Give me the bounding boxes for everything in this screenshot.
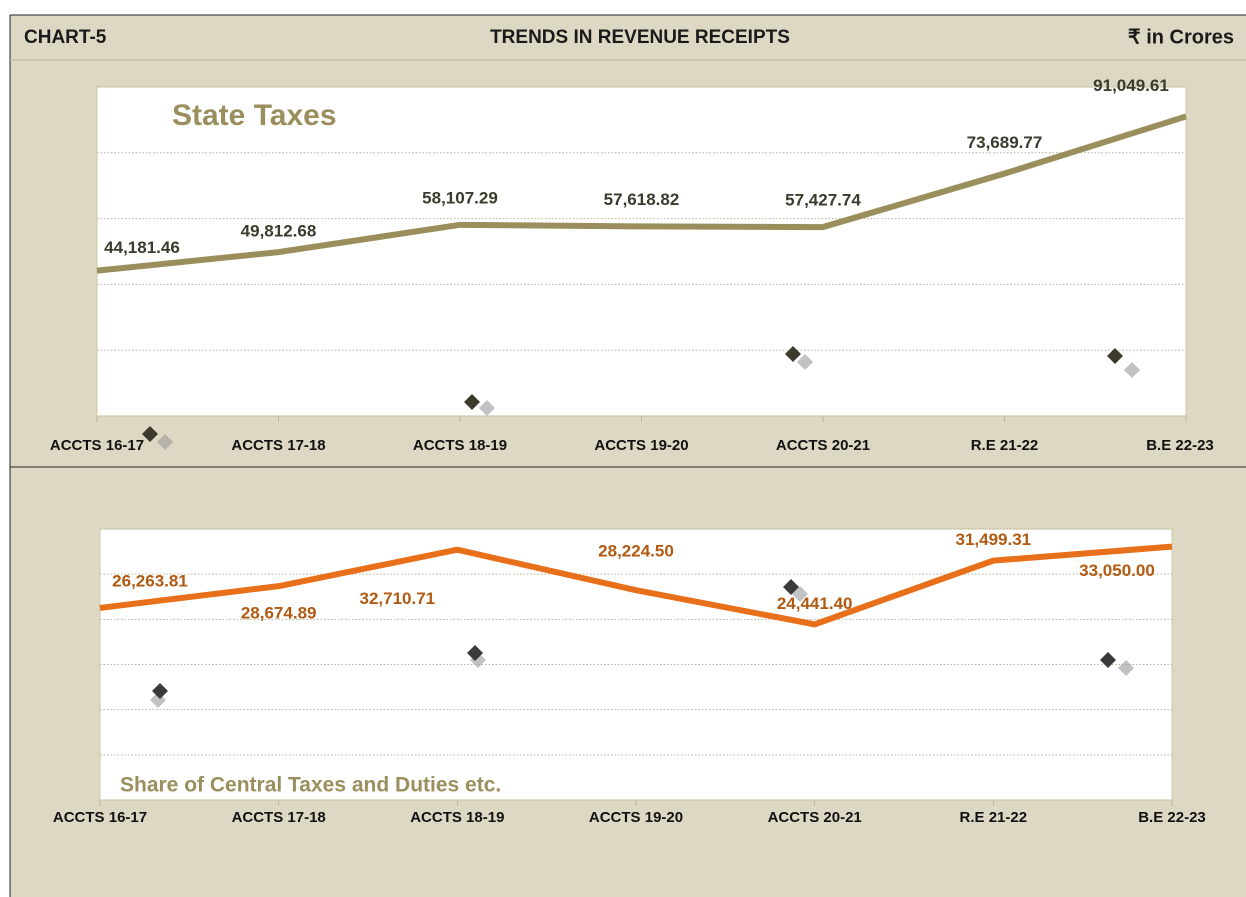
marker-shadow (157, 434, 173, 450)
x-tick-label: ACCTS 16-17 (50, 437, 144, 454)
x-tick-label: ACCTS 20-21 (768, 809, 862, 826)
data-label: 33,050.00 (1079, 561, 1155, 580)
data-label: 26,263.81 (112, 571, 188, 590)
x-tick-label: ACCTS 19-20 (589, 809, 683, 826)
x-tick-label: B.E 22-23 (1138, 809, 1206, 826)
marker (1100, 652, 1116, 668)
data-label: 49,812.68 (241, 222, 317, 241)
marker-shadow (1118, 660, 1134, 676)
marker-shadow (797, 354, 813, 370)
data-line (99, 543, 1173, 628)
marker (152, 683, 168, 699)
unit-label: ₹ in Crores (1128, 26, 1234, 48)
data-label: 58,107.29 (422, 188, 498, 207)
data-label: 24,441.40 (777, 594, 853, 613)
data-label: 31,499.31 (956, 530, 1032, 549)
x-tick-label: ACCTS 18-19 (410, 809, 504, 826)
marker (467, 645, 483, 661)
marker (785, 346, 801, 362)
data-label: 32,710.71 (360, 589, 436, 608)
data-label: 73,689.77 (967, 133, 1043, 152)
x-tick-label: ACCTS 17-18 (232, 809, 326, 826)
data-label: 28,224.50 (598, 542, 674, 561)
chart-label: CHART-5 (24, 27, 107, 48)
x-tick-label: ACCTS 16-17 (53, 809, 147, 826)
data-label: 44,181.46 (104, 238, 180, 257)
data-label: 57,618.82 (604, 190, 680, 209)
marker-shadow (479, 400, 495, 416)
data-label: 57,427.74 (785, 191, 861, 210)
x-tick-label: R.E 21-22 (960, 809, 1028, 826)
x-tick-label: ACCTS 17-18 (231, 437, 325, 454)
x-tick-label: R.E 21-22 (971, 437, 1039, 454)
panel-title: State Taxes (172, 99, 337, 132)
marker-shadow (1124, 362, 1140, 378)
x-tick-label: B.E 22-23 (1146, 437, 1214, 454)
marker (464, 394, 480, 410)
data-line (96, 113, 1187, 274)
marker (142, 426, 158, 442)
marker (783, 579, 799, 595)
plots: ACCTS 16-17 ACCTS 17-18 ACCTS 18-19 ACCTS 1… (50, 76, 1214, 826)
panel-title: Share of Central Taxes and Duties etc. (120, 774, 501, 797)
chart-title: TRENDS IN REVENUE RECEIPTS (490, 27, 790, 48)
x-tick-label: ACCTS 20-21 (776, 437, 870, 454)
decorative-markers (142, 346, 1140, 708)
x-tick-label: ACCTS 19-20 (594, 437, 688, 454)
data-label: 28,674.89 (241, 604, 317, 623)
marker (1107, 348, 1123, 364)
data-label: 91,049.61 (1093, 76, 1169, 95)
x-tick-label: ACCTS 18-19 (413, 437, 507, 454)
